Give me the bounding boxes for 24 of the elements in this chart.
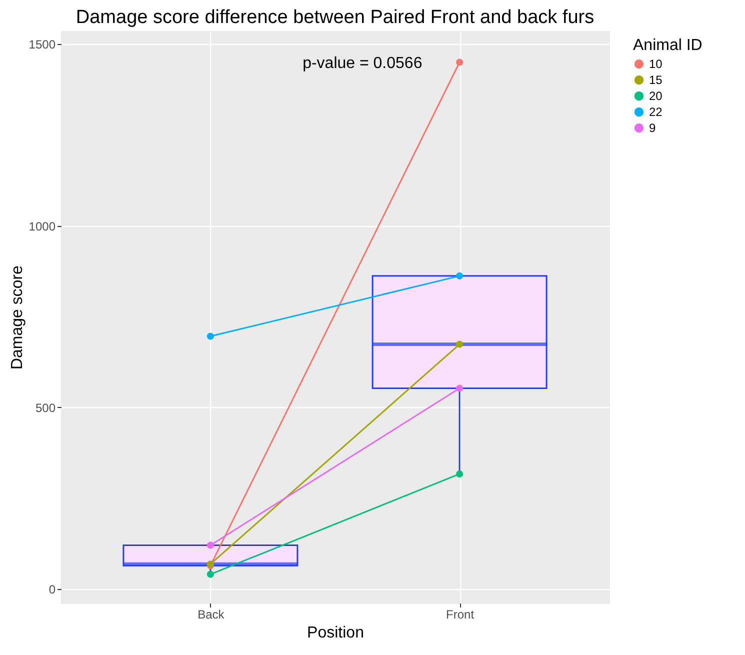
x-tick-label: Back (198, 608, 226, 622)
y-tick-label: 1000 (28, 219, 56, 234)
point (456, 58, 464, 66)
legend-label: 9 (649, 121, 656, 135)
x-axis-title: Position (307, 624, 364, 642)
point (456, 340, 464, 348)
point (456, 470, 464, 478)
point (456, 384, 464, 392)
point (206, 542, 214, 549)
point (206, 332, 214, 340)
annotation: p-value = 0.0566 (302, 55, 422, 72)
chart-title: Damage score difference between Paired Front and back furs (76, 7, 594, 28)
legend-title: Animal ID (633, 37, 702, 54)
x-tick-label: Front (446, 608, 475, 622)
y-tick-label: 1500 (28, 38, 56, 52)
legend-label: 10 (649, 57, 663, 71)
legend-label: 22 (649, 105, 663, 119)
y-tick-label: 0 (48, 582, 56, 597)
y-tick-label: 500 (35, 400, 56, 415)
y-axis-title: Damage score (8, 265, 26, 370)
legend-label: 20 (649, 89, 663, 103)
legend-label: 15 (649, 73, 663, 87)
point (206, 570, 214, 578)
point (456, 272, 464, 280)
